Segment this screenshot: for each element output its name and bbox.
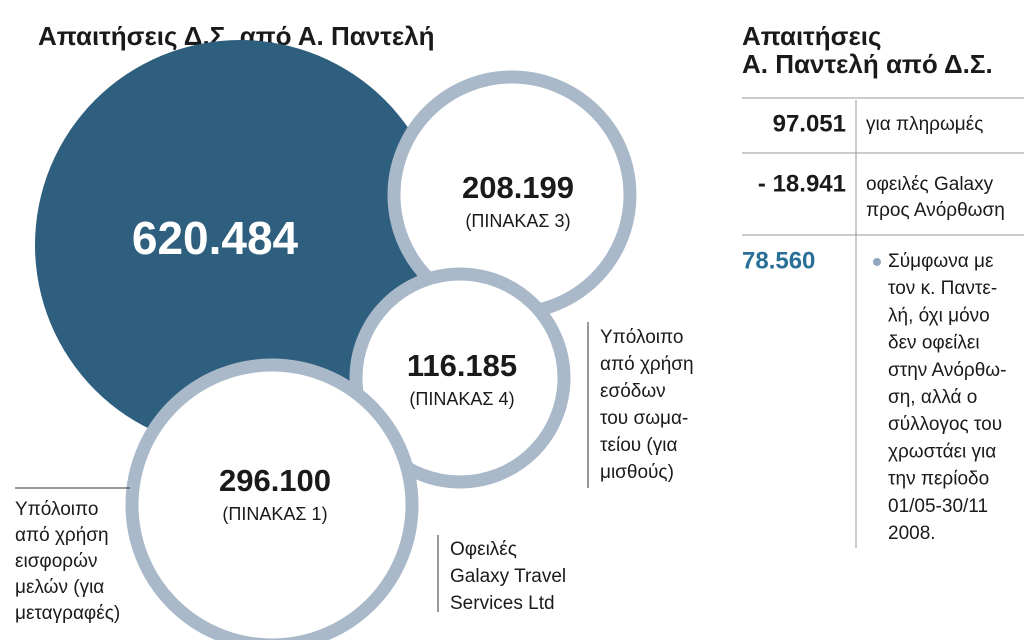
note-line: μεταγραφές): [15, 603, 120, 624]
total-circle: [35, 40, 445, 450]
note-line: Υπόλοιπο: [600, 327, 683, 348]
note-line: τείου (για: [600, 435, 677, 456]
bubble: [349, 267, 571, 489]
row-label: τον κ. Παντε-: [888, 278, 997, 299]
total-value: 620.484: [132, 212, 299, 264]
row-value: - 18.941: [758, 170, 846, 197]
row-label: λή, όχι μόνο: [888, 305, 990, 326]
note-line: Οφειλές: [450, 539, 517, 560]
right-title: Απαιτήσεις: [742, 21, 882, 51]
note-line: εσόδων: [600, 381, 666, 402]
row-value: 97.051: [773, 110, 846, 137]
row-label: Σύμφωνα με: [888, 251, 994, 272]
row-label: χρωστάει για: [888, 441, 996, 462]
row-label: προς Ανόρθωση: [866, 200, 1005, 221]
note-line: μελών (για: [15, 577, 104, 598]
row-label: για πληρωμές: [866, 114, 983, 135]
note-line: του σωμα-: [600, 408, 688, 429]
note-line: Υπόλοιπο: [15, 499, 98, 520]
bubble-source: (ΠΙΝΑΚΑΣ 1): [222, 504, 327, 524]
bubble-value: 296.100: [219, 463, 331, 498]
note-line: Services Ltd: [450, 593, 555, 614]
bubble-source: (ΠΙΝΑΚΑΣ 3): [465, 211, 570, 231]
bubble-source: (ΠΙΝΑΚΑΣ 4): [409, 389, 514, 409]
bubble-value: 116.185: [407, 348, 517, 383]
note-line: μισθούς): [600, 462, 674, 483]
note-line: εισφορών: [15, 551, 97, 572]
note-line: από χρήση: [600, 354, 694, 375]
row-label: ση, αλλά ο: [888, 387, 977, 408]
note-line: από χρήση: [15, 525, 109, 546]
row-label: σύλλογος του: [888, 414, 1002, 435]
right-title: Α. Παντελή από Δ.Σ.: [742, 49, 993, 79]
bubble: [125, 358, 419, 640]
row-label: δεν οφείλει: [888, 333, 980, 354]
row-label: οφειλές Galaxy: [866, 174, 994, 195]
row-label: 01/05-30/11: [888, 496, 988, 517]
row-label: στην Ανόρθω-: [888, 360, 1006, 381]
row-label: την περίοδο: [888, 469, 989, 490]
row-label: 2008.: [888, 523, 936, 544]
note-line: Galaxy Travel: [450, 566, 566, 587]
bubble-value: 208.199: [462, 170, 574, 205]
bullet: [873, 258, 881, 266]
row-value: 78.560: [742, 247, 815, 274]
